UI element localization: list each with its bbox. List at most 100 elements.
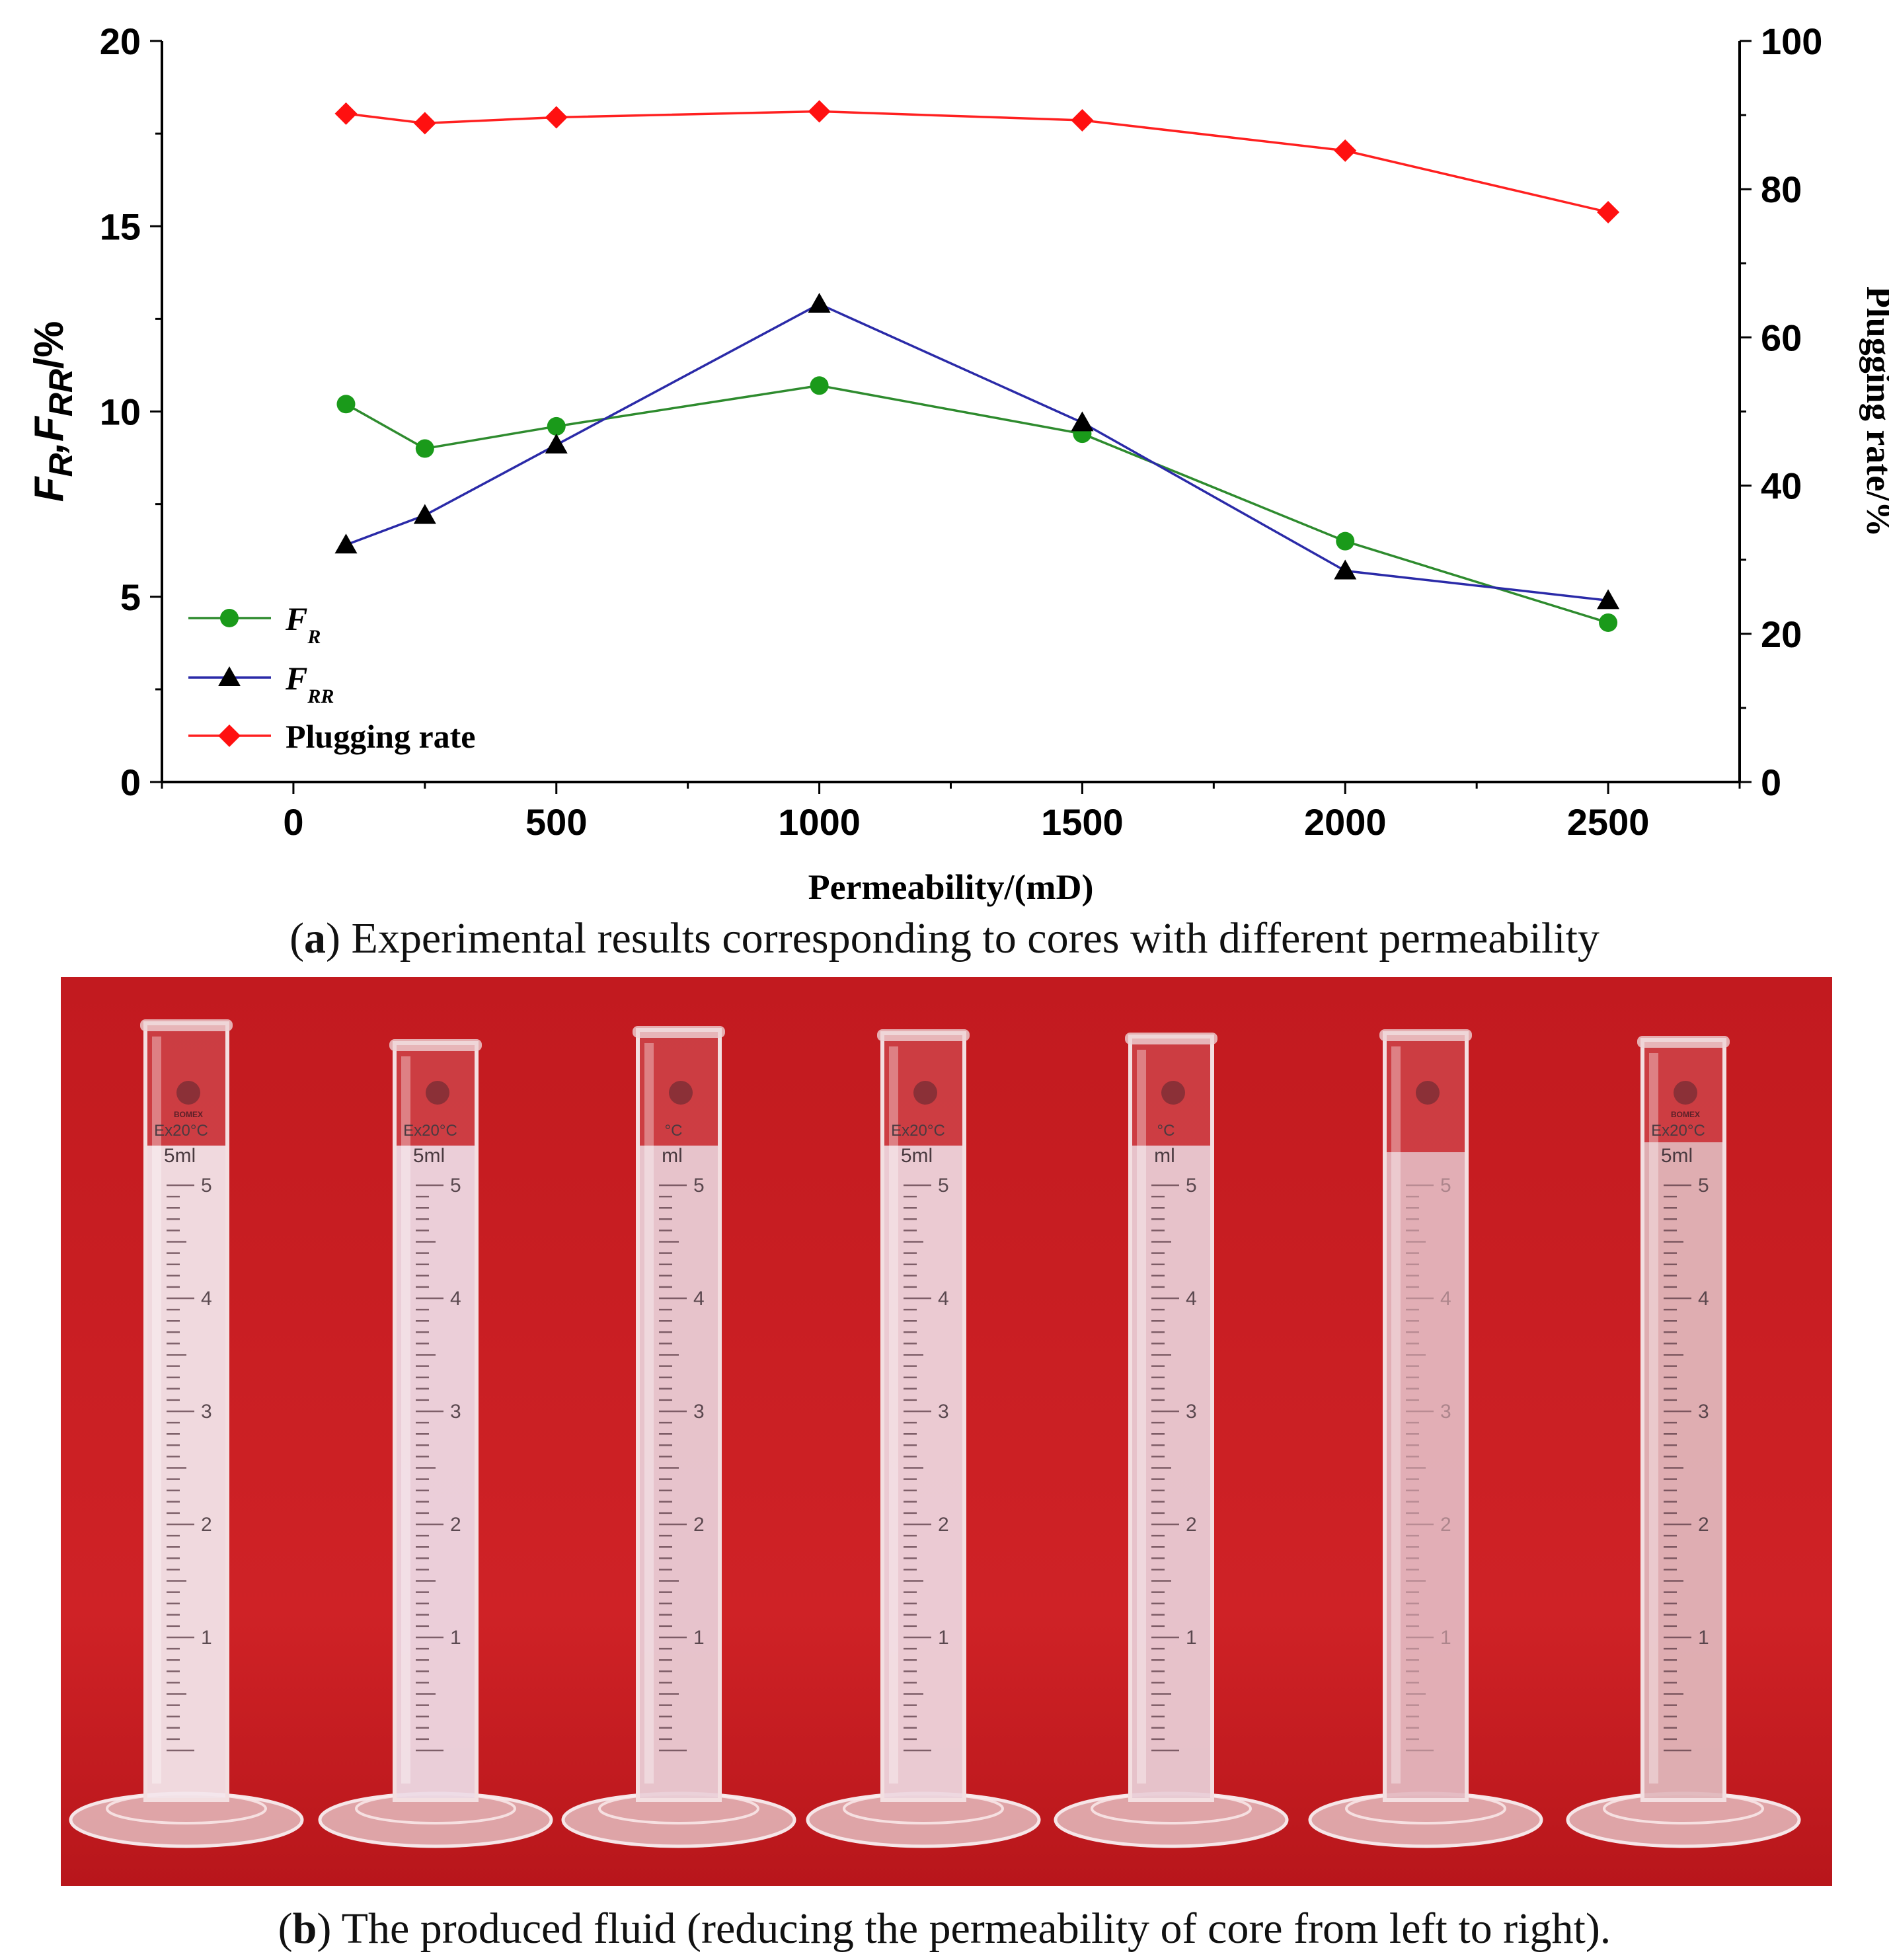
y-left-tick-label: 15 bbox=[100, 206, 141, 247]
brand-logo bbox=[176, 1081, 200, 1105]
cylinder-glass bbox=[880, 1031, 966, 1802]
scale-number: 5 bbox=[201, 1175, 212, 1196]
y-left-axis-title: FR,FRR/% bbox=[26, 321, 79, 502]
point-plugging-rate bbox=[413, 112, 436, 135]
cylinder-glass bbox=[636, 1028, 722, 1802]
point-f-rr bbox=[1071, 411, 1094, 432]
y-right-axis-title: Plugging rate/% bbox=[1859, 286, 1889, 537]
point-plugging-rate bbox=[545, 106, 568, 129]
cylinder-lip bbox=[140, 1019, 233, 1031]
scale-number: 2 bbox=[938, 1514, 949, 1536]
point-f-r bbox=[336, 395, 356, 414]
brand-logo bbox=[669, 1081, 693, 1105]
y-right-tick-label: 0 bbox=[1761, 762, 1781, 803]
brand-logo bbox=[1416, 1081, 1440, 1105]
scale-number: 2 bbox=[693, 1514, 705, 1536]
point-f-r bbox=[1599, 613, 1618, 632]
point-plugging-rate bbox=[1334, 139, 1357, 162]
legend-marker-f-r bbox=[220, 609, 239, 627]
cylinder-highlight bbox=[401, 1056, 410, 1784]
point-f-rr bbox=[334, 533, 358, 554]
point-f-rr bbox=[413, 504, 436, 524]
scale-number: 2 bbox=[1440, 1514, 1451, 1536]
scale-number: 5 bbox=[693, 1175, 705, 1196]
y-right-tick-label: 40 bbox=[1761, 465, 1802, 507]
scale-number: 4 bbox=[938, 1288, 949, 1310]
cylinder-glass bbox=[1383, 1031, 1469, 1802]
y-right-tick-label: 80 bbox=[1761, 169, 1802, 210]
cylinder-liquid bbox=[145, 1146, 227, 1800]
legend-marker-f-rr bbox=[218, 666, 241, 686]
x-tick-label: 2000 bbox=[1304, 801, 1387, 843]
volume-text: 5ml bbox=[1661, 1145, 1693, 1167]
scale-number: 1 bbox=[450, 1627, 461, 1649]
scale-number: 5 bbox=[1440, 1175, 1451, 1196]
x-tick-label: 2500 bbox=[1567, 801, 1650, 843]
y-left-tick-label: 0 bbox=[120, 762, 141, 803]
cylinder-highlight bbox=[1649, 1053, 1658, 1784]
y-right-tick-label: 100 bbox=[1761, 20, 1822, 62]
graduated-cylinder: 5 4 3 2 1 bbox=[1308, 1029, 1543, 1848]
chart-legend: FR FRR Plugging rate bbox=[188, 600, 475, 755]
y-right-tick-label: 20 bbox=[1761, 613, 1802, 655]
y-left-tick-label: 20 bbox=[100, 20, 141, 62]
cylinder-liquid bbox=[1130, 1146, 1212, 1800]
chart-series-markers bbox=[334, 100, 1620, 632]
legend-marker-plugging-rate bbox=[218, 725, 241, 747]
scale-number: 2 bbox=[1186, 1514, 1197, 1536]
volume-text: 5ml bbox=[901, 1145, 933, 1167]
point-f-rr bbox=[1334, 559, 1357, 580]
volume-text: ml bbox=[1154, 1145, 1175, 1167]
legend-label-f-rr: FRR bbox=[285, 660, 334, 707]
scale-number: 4 bbox=[201, 1288, 212, 1310]
y-left-tick-label: 10 bbox=[100, 391, 141, 433]
brand-logo bbox=[1674, 1081, 1697, 1105]
volume-text: 5ml bbox=[164, 1145, 196, 1167]
point-f-r bbox=[1336, 531, 1355, 551]
scale-number: 1 bbox=[1440, 1627, 1451, 1649]
cylinder-liquid bbox=[1642, 1142, 1724, 1800]
cylinders: BOMEXEx20°C5ml54321Ex20°C5ml54321°Cml543… bbox=[69, 1019, 1801, 1848]
cylinder-liquid bbox=[638, 1146, 720, 1800]
caption-b: (b) The produced fluid (reducing the per… bbox=[278, 1904, 1611, 1953]
scale-number: 5 bbox=[450, 1175, 461, 1196]
scale-number: 4 bbox=[450, 1288, 461, 1310]
temperature-text: Ex20°C bbox=[403, 1122, 457, 1140]
scale-number: 5 bbox=[938, 1175, 949, 1196]
point-f-r bbox=[810, 376, 829, 395]
y-right-tick-label: 60 bbox=[1761, 317, 1802, 358]
point-f-r bbox=[547, 416, 566, 436]
cylinder-glass bbox=[1128, 1035, 1214, 1802]
scale-number: 3 bbox=[450, 1401, 461, 1423]
permeability-chart: 0 500 1000 1500 2000 2500 0 5 10 15 20 0 20 40 60 80 100… bbox=[26, 20, 1889, 907]
temperature-text: Ex20°C bbox=[1651, 1122, 1705, 1140]
point-f-rr bbox=[1597, 589, 1620, 609]
scale-number: 3 bbox=[693, 1401, 705, 1423]
point-f-rr bbox=[808, 292, 831, 313]
scale-number: 2 bbox=[201, 1514, 212, 1536]
brand-logo bbox=[426, 1081, 449, 1105]
series-line-f-rr bbox=[345, 303, 1609, 602]
cylinder-glass bbox=[393, 1041, 479, 1802]
x-tick-label: 1500 bbox=[1041, 801, 1124, 843]
point-plugging-rate bbox=[1597, 200, 1620, 223]
series-line-f-r bbox=[345, 384, 1609, 624]
cylinder-lip bbox=[1379, 1029, 1472, 1041]
temperature-text: Ex20°C bbox=[154, 1122, 208, 1140]
cylinder-lip bbox=[877, 1029, 970, 1041]
scale-number: 5 bbox=[1698, 1175, 1709, 1196]
scale-number: 4 bbox=[1440, 1288, 1451, 1310]
point-plugging-rate bbox=[334, 102, 358, 125]
cylinder-highlight bbox=[1391, 1046, 1401, 1784]
scale-number: 3 bbox=[1186, 1401, 1197, 1423]
legend-label-plugging-rate: Plugging rate bbox=[286, 718, 475, 755]
x-axis-title: Permeability/(mD) bbox=[808, 867, 1094, 907]
cylinder-glass bbox=[1640, 1038, 1726, 1802]
scale-number: 3 bbox=[201, 1401, 212, 1423]
point-plugging-rate bbox=[808, 100, 831, 123]
cylinder-lip bbox=[1125, 1033, 1217, 1044]
graduated-cylinder: °C ml 5 4 3 2 1 bbox=[561, 1026, 796, 1848]
